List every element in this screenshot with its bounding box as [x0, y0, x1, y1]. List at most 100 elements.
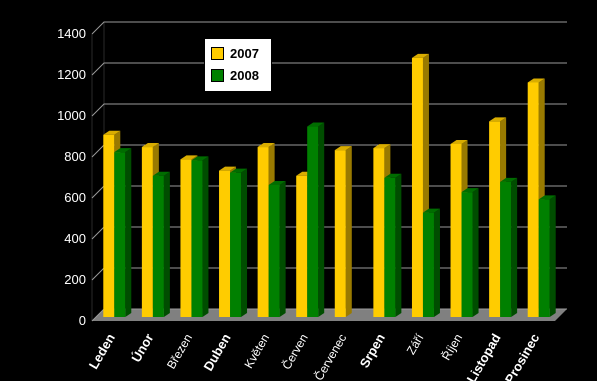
x-tick-label: Listopad	[464, 331, 504, 381]
bar-front	[422, 212, 434, 317]
bar	[191, 156, 209, 317]
x-tick-label: Leden	[86, 331, 118, 372]
bar-front	[230, 172, 242, 317]
bar-top	[103, 130, 121, 135]
bar-front	[180, 159, 192, 317]
y-tick-label: 800	[64, 149, 86, 164]
bar-top	[230, 168, 248, 173]
bar	[152, 171, 170, 317]
bar-side	[202, 156, 209, 317]
bar	[384, 173, 402, 317]
x-tick-label: Květen	[241, 332, 272, 371]
bar-front	[257, 147, 269, 317]
bar-side	[318, 122, 325, 317]
bar-front	[538, 199, 550, 317]
bar-front	[373, 148, 385, 317]
bar	[422, 208, 440, 317]
bar-side	[345, 146, 352, 317]
bar-front	[500, 181, 512, 317]
bar-front	[103, 134, 115, 317]
bar-top	[450, 139, 468, 144]
bar-top	[307, 122, 325, 127]
bar-top	[373, 144, 391, 149]
bar-top	[384, 173, 402, 178]
legend-item-2007: 2007	[211, 45, 259, 61]
bar	[268, 180, 286, 317]
bar-top	[489, 117, 507, 122]
bar-top	[500, 177, 518, 182]
bar	[230, 168, 248, 317]
bar-front	[334, 150, 346, 317]
x-tick-label: Březen	[164, 332, 195, 372]
x-axis: Leden Únor Březen Duben Květen Červen Červenec…	[86, 331, 543, 381]
bar-top	[219, 166, 237, 171]
bar-front	[114, 152, 126, 317]
bar-side	[511, 177, 518, 317]
y-tick-label: 1400	[57, 26, 86, 41]
plot-side-wall	[91, 21, 105, 322]
bar-top	[268, 180, 286, 185]
bar-top	[152, 171, 170, 176]
bar-side	[472, 188, 479, 317]
x-tick-label: Říjen	[438, 331, 465, 363]
bar-front	[461, 192, 473, 317]
bar	[500, 177, 518, 317]
bar-top	[461, 188, 479, 193]
bar-top	[334, 146, 352, 151]
bar-top	[191, 156, 209, 161]
y-tick-label: 1200	[57, 67, 86, 82]
bar-front	[152, 175, 164, 317]
bar-front	[450, 143, 462, 317]
bar	[334, 146, 352, 317]
bar-top	[114, 148, 132, 153]
bar-side	[279, 180, 286, 317]
y-tick-label: 600	[64, 190, 86, 205]
bar-top	[141, 143, 159, 148]
y-axis: 0 200 400 600 800 1000 1200 1400	[57, 26, 86, 328]
bar-top	[257, 143, 275, 148]
bar-top	[538, 195, 556, 200]
bar-side	[549, 195, 556, 317]
bar-top	[180, 155, 198, 160]
bar-side	[163, 171, 170, 317]
bar-front	[307, 126, 319, 317]
bar-front	[296, 175, 308, 317]
bar-front	[141, 147, 153, 317]
legend-label-2008: 2008	[230, 67, 259, 83]
legend-swatch-2008	[211, 68, 224, 82]
x-tick-label: Prosinec	[502, 331, 542, 381]
y-tick-label: 0	[79, 313, 86, 328]
bar-top	[527, 78, 545, 83]
x-tick-label: Červen	[278, 331, 310, 372]
x-tick-label: Červenec	[311, 331, 350, 381]
bar-front	[527, 82, 539, 317]
legend: 2007 2008	[204, 38, 272, 92]
legend-label-2007: 2007	[230, 45, 259, 61]
bars	[103, 53, 556, 317]
bar-side	[241, 168, 248, 317]
legend-swatch-2007	[211, 46, 224, 60]
x-tick-label: Duben	[200, 331, 233, 374]
y-tick-label: 400	[64, 231, 86, 246]
x-tick-label: Srpen	[357, 331, 388, 370]
gridline	[91, 21, 567, 35]
plot-floor	[92, 309, 567, 321]
bar-front	[268, 184, 280, 317]
bar	[114, 148, 132, 317]
bar-front	[219, 170, 231, 317]
bar	[538, 195, 556, 317]
bar	[461, 188, 479, 317]
x-tick-label: Únor	[128, 331, 156, 365]
bar-side	[433, 208, 440, 317]
y-tick-label: 1000	[57, 108, 86, 123]
bar-side	[395, 173, 402, 317]
bar-front	[384, 177, 396, 317]
bar	[307, 122, 325, 317]
bar-top	[422, 208, 440, 213]
bar-front	[411, 57, 423, 317]
bar-front	[191, 160, 203, 317]
bar-front	[489, 121, 501, 317]
y-tick-label: 200	[64, 272, 86, 287]
x-tick-label: Září	[404, 331, 427, 357]
